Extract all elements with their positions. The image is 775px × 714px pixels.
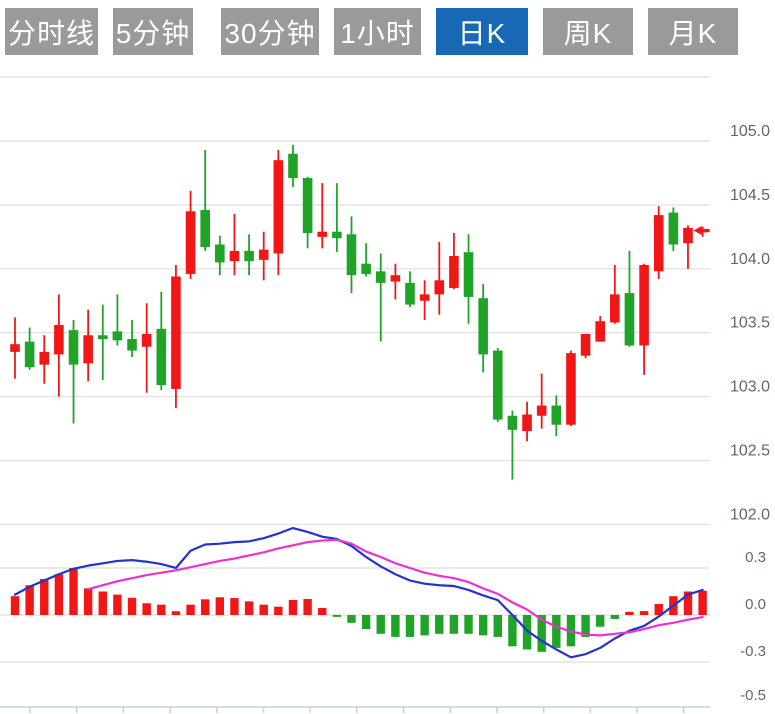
macd-histogram (10, 567, 707, 652)
price-axis-label: 102.5 (730, 443, 770, 460)
tab-1hour[interactable]: 1小时 (334, 8, 421, 55)
main-gridlines (0, 76, 710, 526)
price-axis-label: 104.5 (730, 187, 770, 204)
tab-weekly-k[interactable]: 周K (543, 8, 633, 55)
price-axis-label: 103.5 (730, 315, 770, 332)
macd-gridlines (0, 567, 710, 713)
price-axis-label: 103.0 (730, 379, 770, 396)
macd-axis-label: 0.0 (745, 596, 766, 613)
tab-monthly-k[interactable]: 月K (648, 8, 738, 55)
dea-line (87, 538, 704, 637)
price-axis-label: 102.0 (730, 506, 770, 523)
macd-axis-label: 0.3 (745, 549, 766, 566)
last-price-marker (693, 225, 710, 235)
macd-axis-label: -0.5 (740, 687, 766, 704)
axis-labels: 105.0 104.5 104.0 103.5 103.0 102.5 102.0 0.3 0.… (730, 123, 770, 704)
candles-layer (10, 144, 708, 480)
tab-5min[interactable]: 5分钟 (113, 8, 193, 55)
price-axis-label: 105.0 (730, 123, 770, 140)
dif-line (13, 526, 704, 659)
tab-daily-k[interactable]: 日K (436, 8, 528, 55)
tab-30min[interactable]: 30分钟 (221, 8, 319, 55)
tab-timeline[interactable]: 分时线 (5, 8, 98, 55)
period-tabbar: 分时线 5分钟 30分钟 1小时 日K 周K 月K (5, 8, 738, 55)
price-axis-label: 104.0 (730, 251, 770, 268)
macd-axis-label: -0.3 (740, 643, 766, 660)
